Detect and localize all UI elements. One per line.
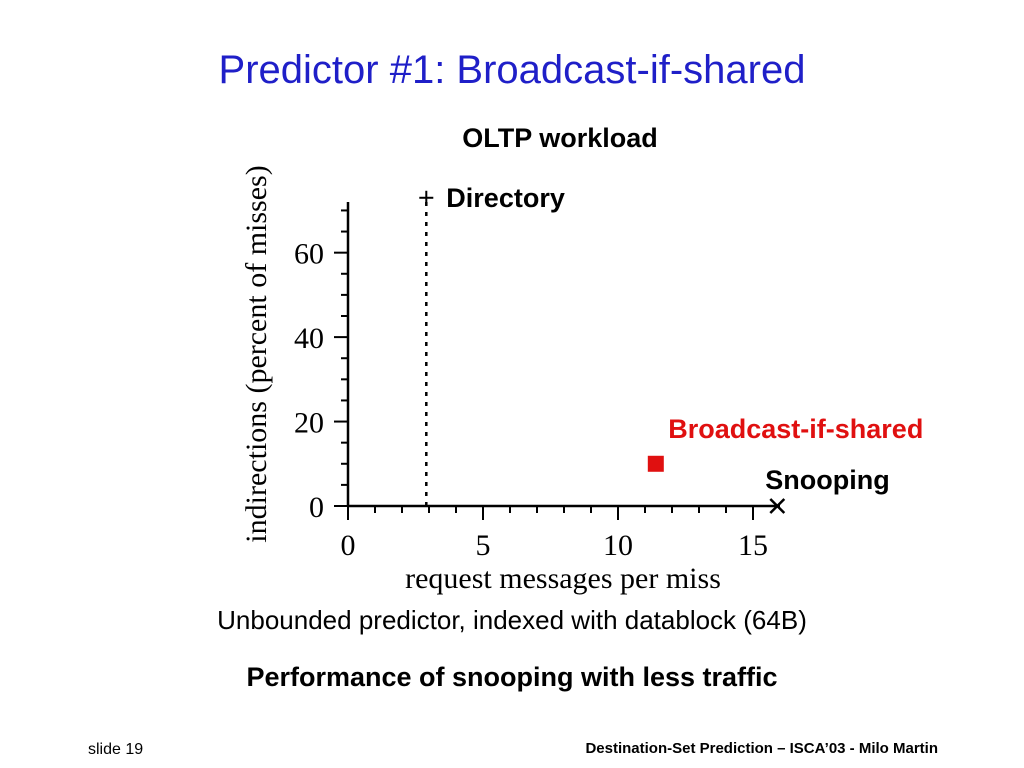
broadcast-if-shared-point bbox=[647, 455, 664, 472]
subtitle-predictor: Unbounded predictor, indexed with databl… bbox=[217, 605, 807, 635]
chart-tick-labels: 0 5 10 15 0 20 40 60 bbox=[294, 238, 768, 562]
snooping-point bbox=[769, 498, 786, 514]
snooping-label: Snooping bbox=[765, 465, 889, 495]
chart-axes bbox=[346, 202, 780, 508]
x-axis-label: request messages per miss bbox=[405, 562, 721, 595]
y-axis-label: indirections (percent of misses) bbox=[240, 165, 273, 542]
slide-title: Predictor #1: Broadcast-if-shared bbox=[218, 48, 806, 92]
chart-title: OLTP workload bbox=[462, 123, 658, 153]
subtitle-performance: Performance of snooping with less traffi… bbox=[246, 662, 778, 692]
y-tick-label: 60 bbox=[294, 238, 324, 271]
footer-text: Destination-Set Prediction – ISCA’03 - M… bbox=[585, 740, 938, 757]
x-tick-label: 15 bbox=[738, 529, 768, 562]
chart-ticks bbox=[334, 209, 754, 520]
slide-number: slide 19 bbox=[88, 741, 144, 758]
y-tick-label: 40 bbox=[294, 322, 324, 355]
y-tick-label: 0 bbox=[309, 491, 324, 524]
chart-labels: request messages per miss indirections (p… bbox=[240, 123, 923, 595]
chart-points bbox=[419, 190, 786, 514]
x-tick-label: 10 bbox=[603, 529, 633, 562]
y-tick-label: 20 bbox=[294, 407, 324, 440]
x-tick-label: 0 bbox=[341, 529, 356, 562]
x-tick-label: 5 bbox=[476, 529, 491, 562]
broadcast-if-shared-label: Broadcast-if-shared bbox=[668, 414, 923, 444]
directory-label: Directory bbox=[446, 183, 565, 213]
x-marker-b bbox=[769, 498, 786, 514]
directory-point bbox=[419, 190, 434, 205]
